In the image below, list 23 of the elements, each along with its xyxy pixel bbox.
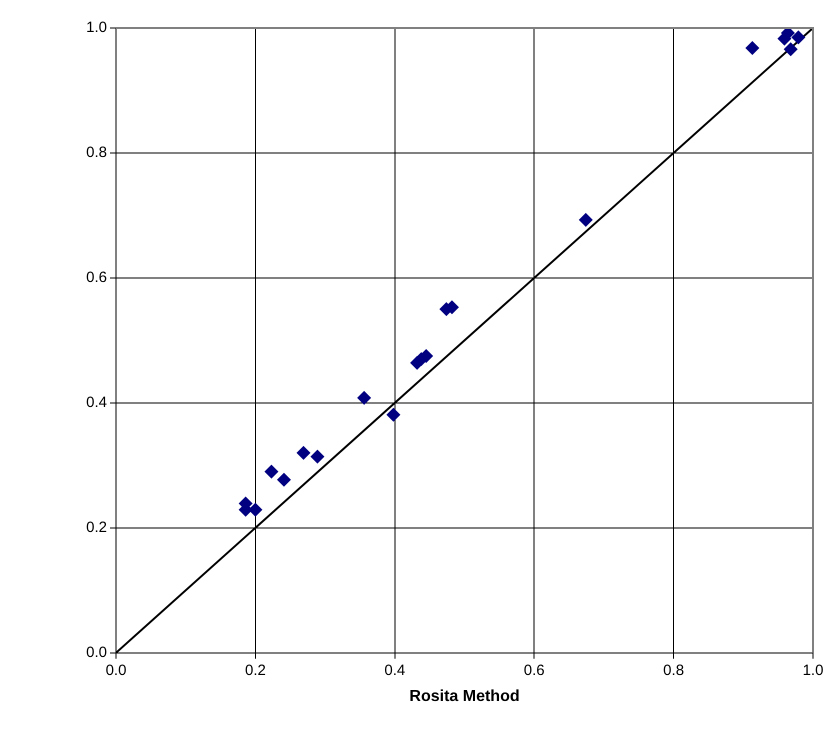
- y-tick-label: 1.0: [86, 19, 107, 36]
- y-tick-label: 0.4: [86, 394, 107, 412]
- point: [357, 390, 372, 405]
- y-tick-label: 0.6: [86, 269, 107, 286]
- point: [276, 472, 291, 487]
- point: [578, 212, 593, 227]
- point: [310, 450, 324, 464]
- point: [745, 40, 760, 55]
- x-tick-label: 0.8: [663, 662, 684, 679]
- point: [791, 30, 806, 44]
- x-tick-label: 0.4: [384, 662, 406, 679]
- point: [264, 464, 278, 479]
- y-tick-label: 0.8: [86, 144, 107, 162]
- x-tick-label: 0.2: [244, 662, 266, 679]
- x-tick-label: 0.0: [106, 662, 126, 679]
- y-tick-label: 0.2: [86, 518, 107, 536]
- y-tick-label: 0.0: [86, 644, 107, 661]
- x-tick-label: 0.6: [524, 662, 545, 679]
- point: [784, 42, 798, 56]
- x-tick-label: 1.0: [802, 662, 824, 679]
- x-axis-title: Rosita Method: [409, 688, 520, 705]
- point: [296, 446, 310, 460]
- point: [386, 408, 400, 422]
